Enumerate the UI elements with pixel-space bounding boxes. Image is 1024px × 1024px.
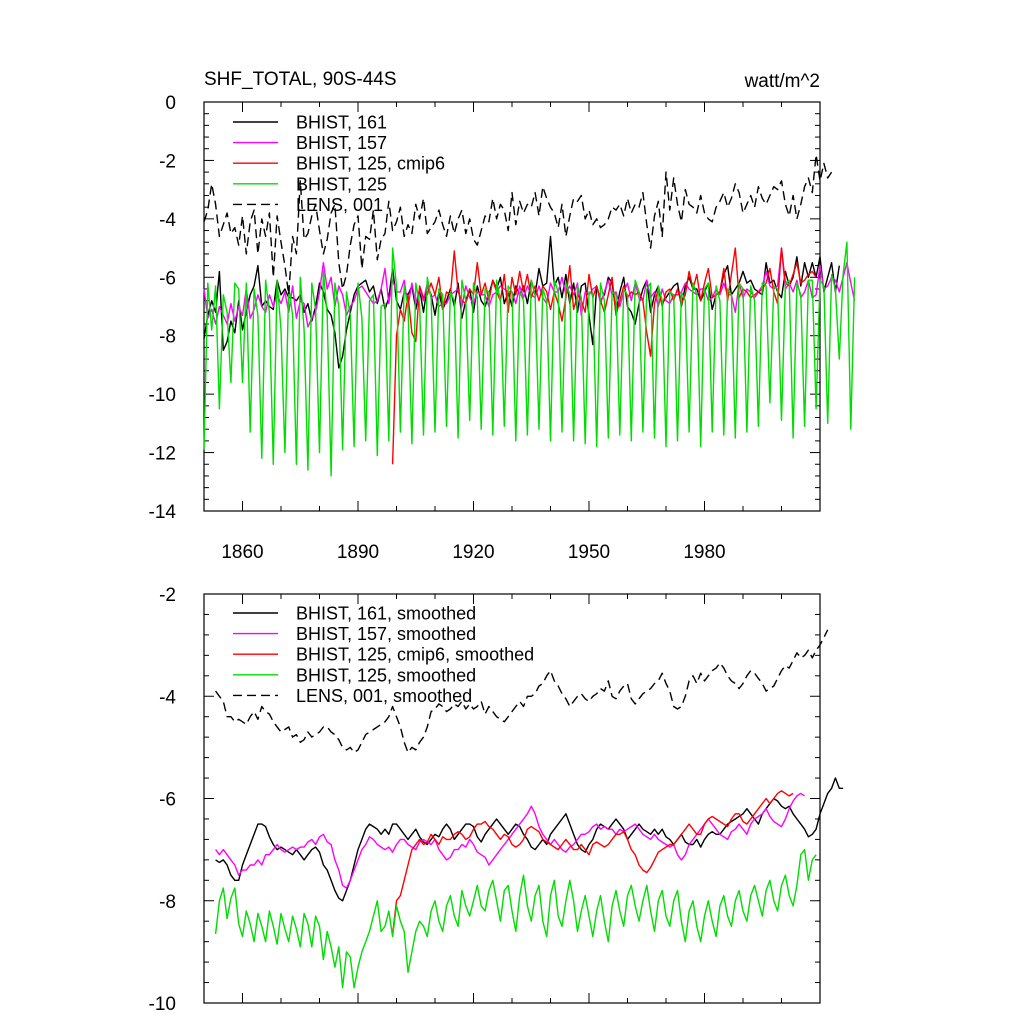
legend-label: BHIST, 125 bbox=[296, 174, 387, 194]
legend-label: BHIST, 161, smoothed bbox=[296, 604, 476, 624]
y-tick-label: -2 bbox=[159, 585, 176, 606]
series-line-black bbox=[215, 777, 844, 902]
y-tick-label: -10 bbox=[149, 994, 176, 1015]
x-tick-label: 1920 bbox=[452, 542, 494, 563]
y-tick-label: -14 bbox=[149, 502, 177, 523]
chart-title: SHF_TOTAL, 90S-44S bbox=[204, 69, 397, 90]
x-tick-label: 1950 bbox=[568, 542, 610, 563]
top-panel: 0 -2 -4 -6 -8 -10 -12 -14 1860 1890 1920 1950 1980 BH… bbox=[149, 93, 856, 563]
legend-label: BHIST, 157, smoothed bbox=[296, 624, 476, 644]
series-line-black-dashed bbox=[215, 629, 829, 754]
series-line-green bbox=[203, 241, 856, 477]
y-tick-label: -10 bbox=[149, 385, 176, 406]
series-line-red bbox=[391, 790, 794, 935]
legend-label: BHIST, 157 bbox=[296, 133, 387, 153]
series-line-green bbox=[214, 848, 817, 989]
legend-label: BHIST, 125, cmip6 bbox=[296, 154, 445, 174]
x-tick-label: 1860 bbox=[221, 542, 263, 563]
legend-label: LENS, 001 bbox=[296, 195, 383, 215]
y-tick-label: -8 bbox=[159, 327, 176, 348]
y-tick-label: -12 bbox=[149, 444, 176, 465]
legend-label: LENS, 001, smoothed bbox=[296, 686, 472, 706]
series-line-black-dashed bbox=[203, 153, 833, 296]
legend-label: BHIST, 125, cmip6, smoothed bbox=[296, 645, 534, 665]
y-tick-label: -8 bbox=[159, 892, 176, 913]
legend-label: BHIST, 125, smoothed bbox=[296, 665, 476, 685]
y-tick-label: -4 bbox=[159, 687, 176, 708]
legend-label: BHIST, 161 bbox=[296, 113, 387, 133]
units-label: watt/m^2 bbox=[744, 71, 820, 92]
y-tick-label: -6 bbox=[159, 790, 176, 811]
y-tick-label: -6 bbox=[159, 268, 176, 289]
y-tick-label: -2 bbox=[159, 151, 176, 172]
y-tick-label: 0 bbox=[165, 93, 176, 114]
x-tick-label: 1890 bbox=[337, 542, 379, 563]
x-tick-label: 1980 bbox=[683, 542, 725, 563]
y-tick-label: -4 bbox=[159, 210, 176, 231]
series-line-magenta bbox=[203, 247, 856, 328]
